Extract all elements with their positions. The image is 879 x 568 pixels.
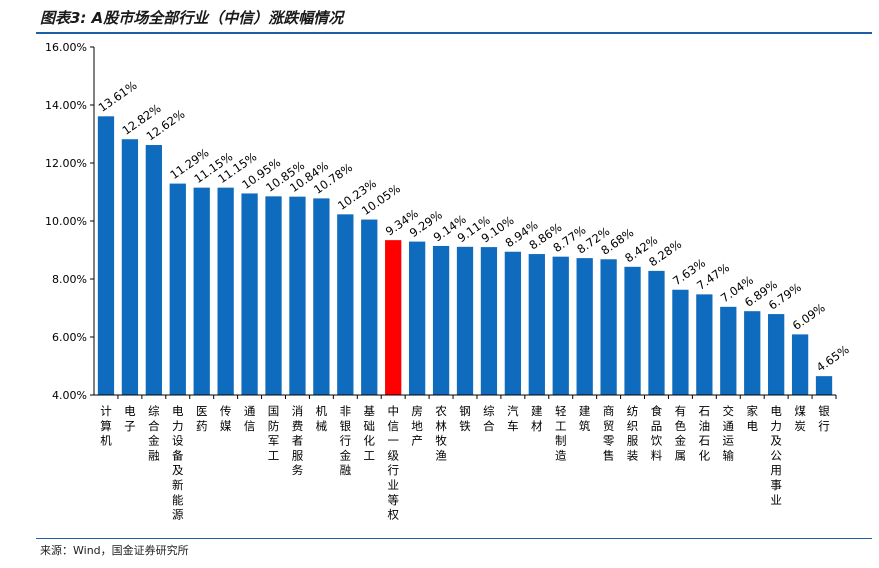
bar [552, 256, 569, 395]
bar [504, 251, 522, 395]
bar [432, 245, 450, 395]
title-rule [36, 32, 872, 34]
bar [361, 219, 378, 395]
category-label: 电子 [124, 404, 136, 433]
category-label: 建材 [531, 404, 543, 433]
footer-rule [36, 538, 872, 539]
x-axis [94, 394, 837, 399]
category-label: 电力及公用事业 [770, 404, 782, 507]
bar [265, 196, 282, 395]
bar [313, 198, 330, 395]
bar [600, 259, 617, 395]
value-label: 4.65% [814, 342, 852, 374]
bar [815, 376, 833, 395]
bar [289, 196, 306, 395]
category-label: 银行 [818, 404, 830, 433]
category-label: 建筑 [579, 404, 591, 433]
bar [145, 145, 162, 395]
category-label: 医药 [196, 404, 208, 433]
bar [624, 266, 641, 395]
y-tick-label: 4.00% [52, 389, 87, 402]
category-label: 非银行金融 [340, 404, 352, 477]
category-label: 煤炭 [794, 404, 806, 433]
bar-highlight [385, 240, 402, 395]
bar-chart: 4.00%6.00%8.00%10.00%12.00%14.00%16.00% … [45, 41, 852, 522]
bar [193, 187, 210, 395]
bar [720, 306, 737, 395]
category-label: 消费者服务 [292, 404, 304, 477]
category-label: 食品饮料 [651, 404, 663, 462]
bar [97, 116, 115, 395]
category-label: 纺织服装 [627, 404, 639, 462]
bar [337, 214, 354, 395]
y-tick-label: 14.00% [45, 99, 87, 112]
category-label: 基础化工 [364, 404, 376, 462]
category-label: 电力设备及新能源 [172, 404, 184, 522]
category-label: 房地产 [411, 404, 423, 448]
bar [768, 314, 785, 395]
bar [791, 334, 809, 395]
bar [696, 294, 713, 395]
category-label: 传媒 [220, 404, 232, 433]
category-label: 有色金属 [675, 404, 687, 462]
value-label: 6.09% [790, 300, 828, 332]
y-tick-label: 16.00% [45, 41, 87, 54]
category-label: 钢铁 [459, 404, 471, 433]
bar [744, 311, 761, 395]
bar [121, 139, 139, 395]
category-label: 汽车 [507, 404, 519, 433]
y-axis: 4.00% 6.00% 8.00% 10.00% 12.00% 14.00% 16.00% [45, 41, 95, 402]
category-label: 综合 [483, 404, 495, 433]
y-tick-label: 6.00% [52, 331, 87, 344]
source-note: 来源：Wind，国金证券研究所 [40, 544, 189, 557]
category-label: 家电 [746, 404, 758, 433]
bar [672, 289, 689, 395]
category-label: 国防军工 [268, 404, 280, 462]
category-label: 通信 [244, 404, 256, 433]
category-label: 交通运输 [723, 404, 735, 462]
bars [97, 116, 833, 395]
category-label: 轻工制造 [555, 404, 567, 462]
category-label: 机械 [316, 404, 328, 433]
y-tick-label: 8.00% [52, 273, 87, 286]
category-label: 综合金融 [148, 404, 160, 462]
bar [217, 187, 234, 395]
bar [480, 247, 498, 395]
value-label: 13.61% [96, 78, 140, 115]
category-label: 商贸零售 [603, 404, 615, 462]
category-label: 农林牧渔 [435, 404, 447, 462]
bar [528, 254, 545, 395]
y-tick-label: 10.00% [45, 215, 87, 228]
y-tick-label: 12.00% [45, 157, 87, 170]
category-label: 石油石化 [699, 404, 711, 462]
bar [648, 270, 665, 395]
bar [169, 183, 186, 395]
bar [408, 241, 426, 395]
bar [576, 258, 593, 395]
bar [456, 246, 474, 395]
bar [241, 193, 258, 395]
category-label: 中信一级行业等权 [387, 404, 399, 522]
category-label: 计算机 [100, 404, 112, 448]
chart-title: 图表3: A股市场全部行业（中信）涨跌幅情况 [40, 9, 344, 27]
category-labels: 计算机电子综合金融电力设备及新能源医药传媒通信国防军工消费者服务机械非银行金融基… [100, 404, 830, 522]
